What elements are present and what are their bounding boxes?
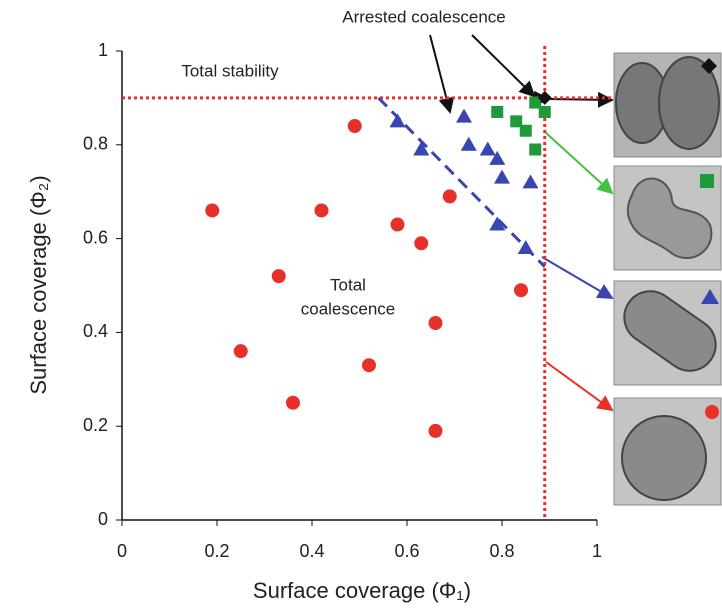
x-axis-title: Surface coverage (Φ₁) bbox=[253, 578, 471, 603]
annotation: Total bbox=[330, 275, 366, 294]
point bbox=[286, 395, 300, 410]
point bbox=[538, 105, 551, 118]
y-tick-label: 0 bbox=[98, 509, 108, 529]
point bbox=[479, 141, 496, 156]
point bbox=[271, 269, 286, 284]
arrow bbox=[429, 34, 455, 114]
y-axis-title: Surface coverage (Φ₂) bbox=[26, 175, 51, 394]
annotation: coalescence bbox=[301, 299, 396, 318]
point bbox=[413, 141, 430, 156]
point bbox=[529, 96, 542, 109]
droplet bbox=[626, 177, 713, 259]
point bbox=[456, 108, 472, 123]
y-tick-label: 0.4 bbox=[83, 321, 108, 341]
arrow bbox=[545, 361, 614, 412]
annotation: Arrested coalescence bbox=[342, 7, 505, 26]
marker-icon bbox=[700, 174, 714, 188]
point bbox=[494, 169, 510, 184]
point bbox=[514, 283, 528, 298]
point bbox=[517, 239, 534, 254]
x-tick-label: 0.4 bbox=[299, 541, 324, 561]
arrow bbox=[533, 90, 614, 108]
marker-icon bbox=[705, 405, 719, 419]
marker-icon bbox=[701, 58, 717, 74]
point bbox=[537, 90, 552, 105]
point bbox=[428, 316, 443, 331]
arrow bbox=[541, 256, 614, 300]
annotation: Total stability bbox=[181, 61, 279, 80]
point bbox=[489, 216, 506, 231]
x-tick-label: 0.8 bbox=[489, 541, 514, 561]
point bbox=[519, 124, 532, 137]
boundary-line bbox=[377, 96, 546, 268]
point bbox=[233, 344, 248, 359]
point bbox=[491, 105, 504, 118]
y-tick-label: 0.8 bbox=[83, 134, 108, 154]
point bbox=[489, 150, 506, 165]
thumbnails bbox=[613, 52, 722, 506]
arrow bbox=[544, 131, 614, 195]
y-tick-label: 0.2 bbox=[83, 415, 108, 435]
point bbox=[205, 203, 220, 218]
point bbox=[428, 423, 443, 438]
droplet bbox=[658, 56, 720, 150]
y-tick-label: 0.6 bbox=[83, 227, 108, 247]
point bbox=[522, 174, 539, 189]
arrow bbox=[471, 34, 536, 98]
point bbox=[442, 189, 457, 204]
point bbox=[314, 203, 329, 218]
point bbox=[510, 115, 523, 128]
x-tick-label: 0 bbox=[117, 541, 127, 561]
droplet bbox=[623, 290, 717, 372]
point bbox=[460, 136, 477, 151]
y-tick-label: 1 bbox=[98, 40, 108, 60]
point bbox=[529, 143, 542, 156]
point bbox=[390, 217, 405, 232]
point bbox=[414, 236, 429, 251]
point bbox=[389, 113, 406, 128]
point bbox=[347, 119, 362, 134]
x-tick-label: 0.2 bbox=[204, 541, 229, 561]
x-tick-label: 0.6 bbox=[394, 541, 419, 561]
x-tick-label: 1 bbox=[592, 541, 602, 561]
marker-icon bbox=[701, 289, 719, 304]
point bbox=[362, 358, 376, 373]
droplet bbox=[621, 415, 707, 501]
